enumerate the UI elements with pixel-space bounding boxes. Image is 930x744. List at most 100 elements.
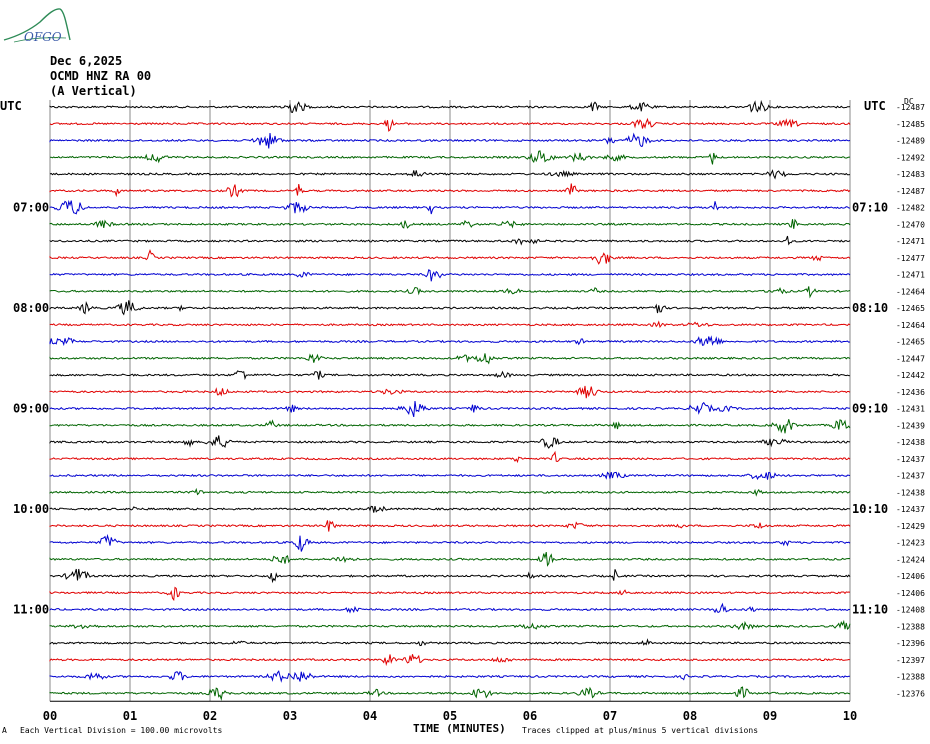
trace-row-32 (49, 619, 851, 631)
ofgo-logo: OFGO (3, 8, 71, 44)
trace-row-23 (49, 471, 851, 481)
right-time-label-4: 10:10 (852, 502, 888, 516)
dc-offset-11: -12471 (896, 271, 925, 280)
x-tick-labels: 00 01 02 03 04 05 06 07 08 09 10 (43, 709, 857, 723)
x-tick-04: 04 (363, 709, 377, 723)
header-date: Dec 6,2025 (50, 54, 122, 68)
trace-row-12 (49, 286, 851, 299)
x-tick-06: 06 (523, 709, 537, 723)
trace-row-25 (49, 505, 851, 513)
dc-offset-31: -12408 (896, 606, 925, 615)
dc-offset-20: -12439 (896, 421, 925, 430)
dc-label: DC (904, 97, 914, 106)
dc-offset-22: -12437 (896, 455, 925, 464)
dc-offset-13: -12465 (896, 304, 925, 313)
x-tick-00: 00 (43, 709, 57, 723)
dc-offset-32: -12388 (896, 622, 925, 631)
time-grid (49, 100, 851, 702)
x-tick-01: 01 (123, 709, 137, 723)
dc-offset-25: -12437 (896, 505, 925, 514)
trace-row-4 (49, 150, 850, 165)
logo-text: OFGO (24, 30, 62, 44)
dc-offset-26: -12429 (896, 522, 925, 531)
dc-offset-3: -12489 (896, 137, 925, 146)
x-tick-09: 09 (763, 709, 777, 723)
left-time-label-2: 08:00 (13, 301, 49, 315)
trace-row-13 (49, 300, 851, 316)
dc-offset-19: -12431 (896, 405, 925, 414)
dc-offset-8: -12470 (896, 220, 925, 229)
dc-offset-30: -12406 (896, 589, 925, 598)
left-time-labels: 07:00 08:00 09:00 10:00 11:00 (13, 201, 49, 617)
trace-row-5 (49, 169, 851, 180)
dc-offset-16: -12447 (896, 354, 925, 363)
x-tick-03: 03 (283, 709, 297, 723)
trace-row-22 (49, 450, 851, 464)
dc-offset-35: -12388 (896, 673, 925, 682)
dc-offset-5: -12483 (896, 170, 925, 179)
trace-row-33 (49, 638, 851, 647)
dc-offset-6: -12487 (896, 187, 925, 196)
trace-group (49, 99, 851, 701)
dc-offset-23: -12437 (896, 472, 925, 481)
dc-offset-4: -12492 (896, 153, 925, 162)
logo-swoosh-icon (13, 37, 67, 43)
right-time-label-2: 08:10 (852, 301, 888, 315)
trace-row-6 (49, 183, 851, 198)
x-tick-05: 05 (443, 709, 457, 723)
left-time-label-4: 10:00 (13, 502, 49, 516)
trace-row-15 (49, 335, 851, 347)
x-tick-02: 02 (203, 709, 217, 723)
trace-row-17 (49, 370, 851, 381)
dc-offset-9: -12471 (896, 237, 925, 246)
left-time-label-1: 07:00 (13, 201, 49, 215)
dc-offset-12: -12464 (896, 287, 925, 296)
trace-row-16 (49, 353, 851, 365)
dc-offset-24: -12438 (896, 488, 925, 497)
utc-label-right: UTC (864, 99, 886, 113)
clip-note: Traces clipped at plus/minus 5 vertical … (522, 726, 758, 735)
x-tick-10: 10 (843, 709, 857, 723)
dc-offset-2: -12485 (896, 120, 925, 129)
dc-offset-17: -12442 (896, 371, 925, 380)
x-tick-08: 08 (683, 709, 697, 723)
trace-row-20 (49, 419, 851, 434)
trace-row-3 (49, 132, 851, 149)
trace-row-36 (49, 686, 851, 701)
header-station: OCMD HNZ RA 00 (50, 69, 151, 83)
dc-offset-29: -12406 (896, 572, 925, 581)
trace-row-18 (49, 385, 851, 399)
right-time-label-1: 07:10 (852, 201, 888, 215)
trace-row-2 (49, 117, 851, 132)
logo-mountain-icon (3, 8, 71, 41)
trace-row-31 (49, 602, 851, 614)
trace-row-27 (49, 533, 851, 552)
trace-row-34 (49, 654, 851, 667)
right-time-labels: 07:10 08:10 09:10 10:10 11:10 (852, 201, 888, 617)
dc-offset-27: -12423 (896, 539, 925, 548)
right-time-label-3: 09:10 (852, 402, 888, 416)
scale-note: Each Vertical Division = 100.00 microvol… (20, 726, 222, 735)
trace-row-10 (49, 249, 851, 265)
dc-offset-labels: -12487 -12485 -12489 -12492 -12483 -12487 -124… (896, 103, 925, 698)
dc-offset-33: -12396 (896, 639, 925, 648)
dc-offset-36: -12376 (896, 689, 925, 698)
dc-offset-7: -12482 (896, 204, 925, 213)
trace-row-29 (49, 568, 851, 584)
trace-row-14 (49, 320, 851, 329)
trace-row-8 (49, 218, 851, 229)
left-time-label-3: 09:00 (13, 402, 49, 416)
trace-row-7 (49, 199, 851, 215)
trace-row-9 (49, 235, 851, 246)
trace-row-11 (49, 269, 851, 282)
trace-row-26 (49, 520, 851, 532)
corner-mark: A (2, 726, 7, 735)
trace-row-30 (49, 586, 851, 602)
trace-row-1 (49, 99, 851, 113)
header-component: (A Vertical) (50, 84, 137, 98)
dc-offset-1: -12487 (896, 103, 925, 112)
dc-offset-10: -12477 (896, 254, 925, 263)
trace-row-21 (49, 435, 851, 449)
dc-offset-28: -12424 (896, 555, 925, 564)
